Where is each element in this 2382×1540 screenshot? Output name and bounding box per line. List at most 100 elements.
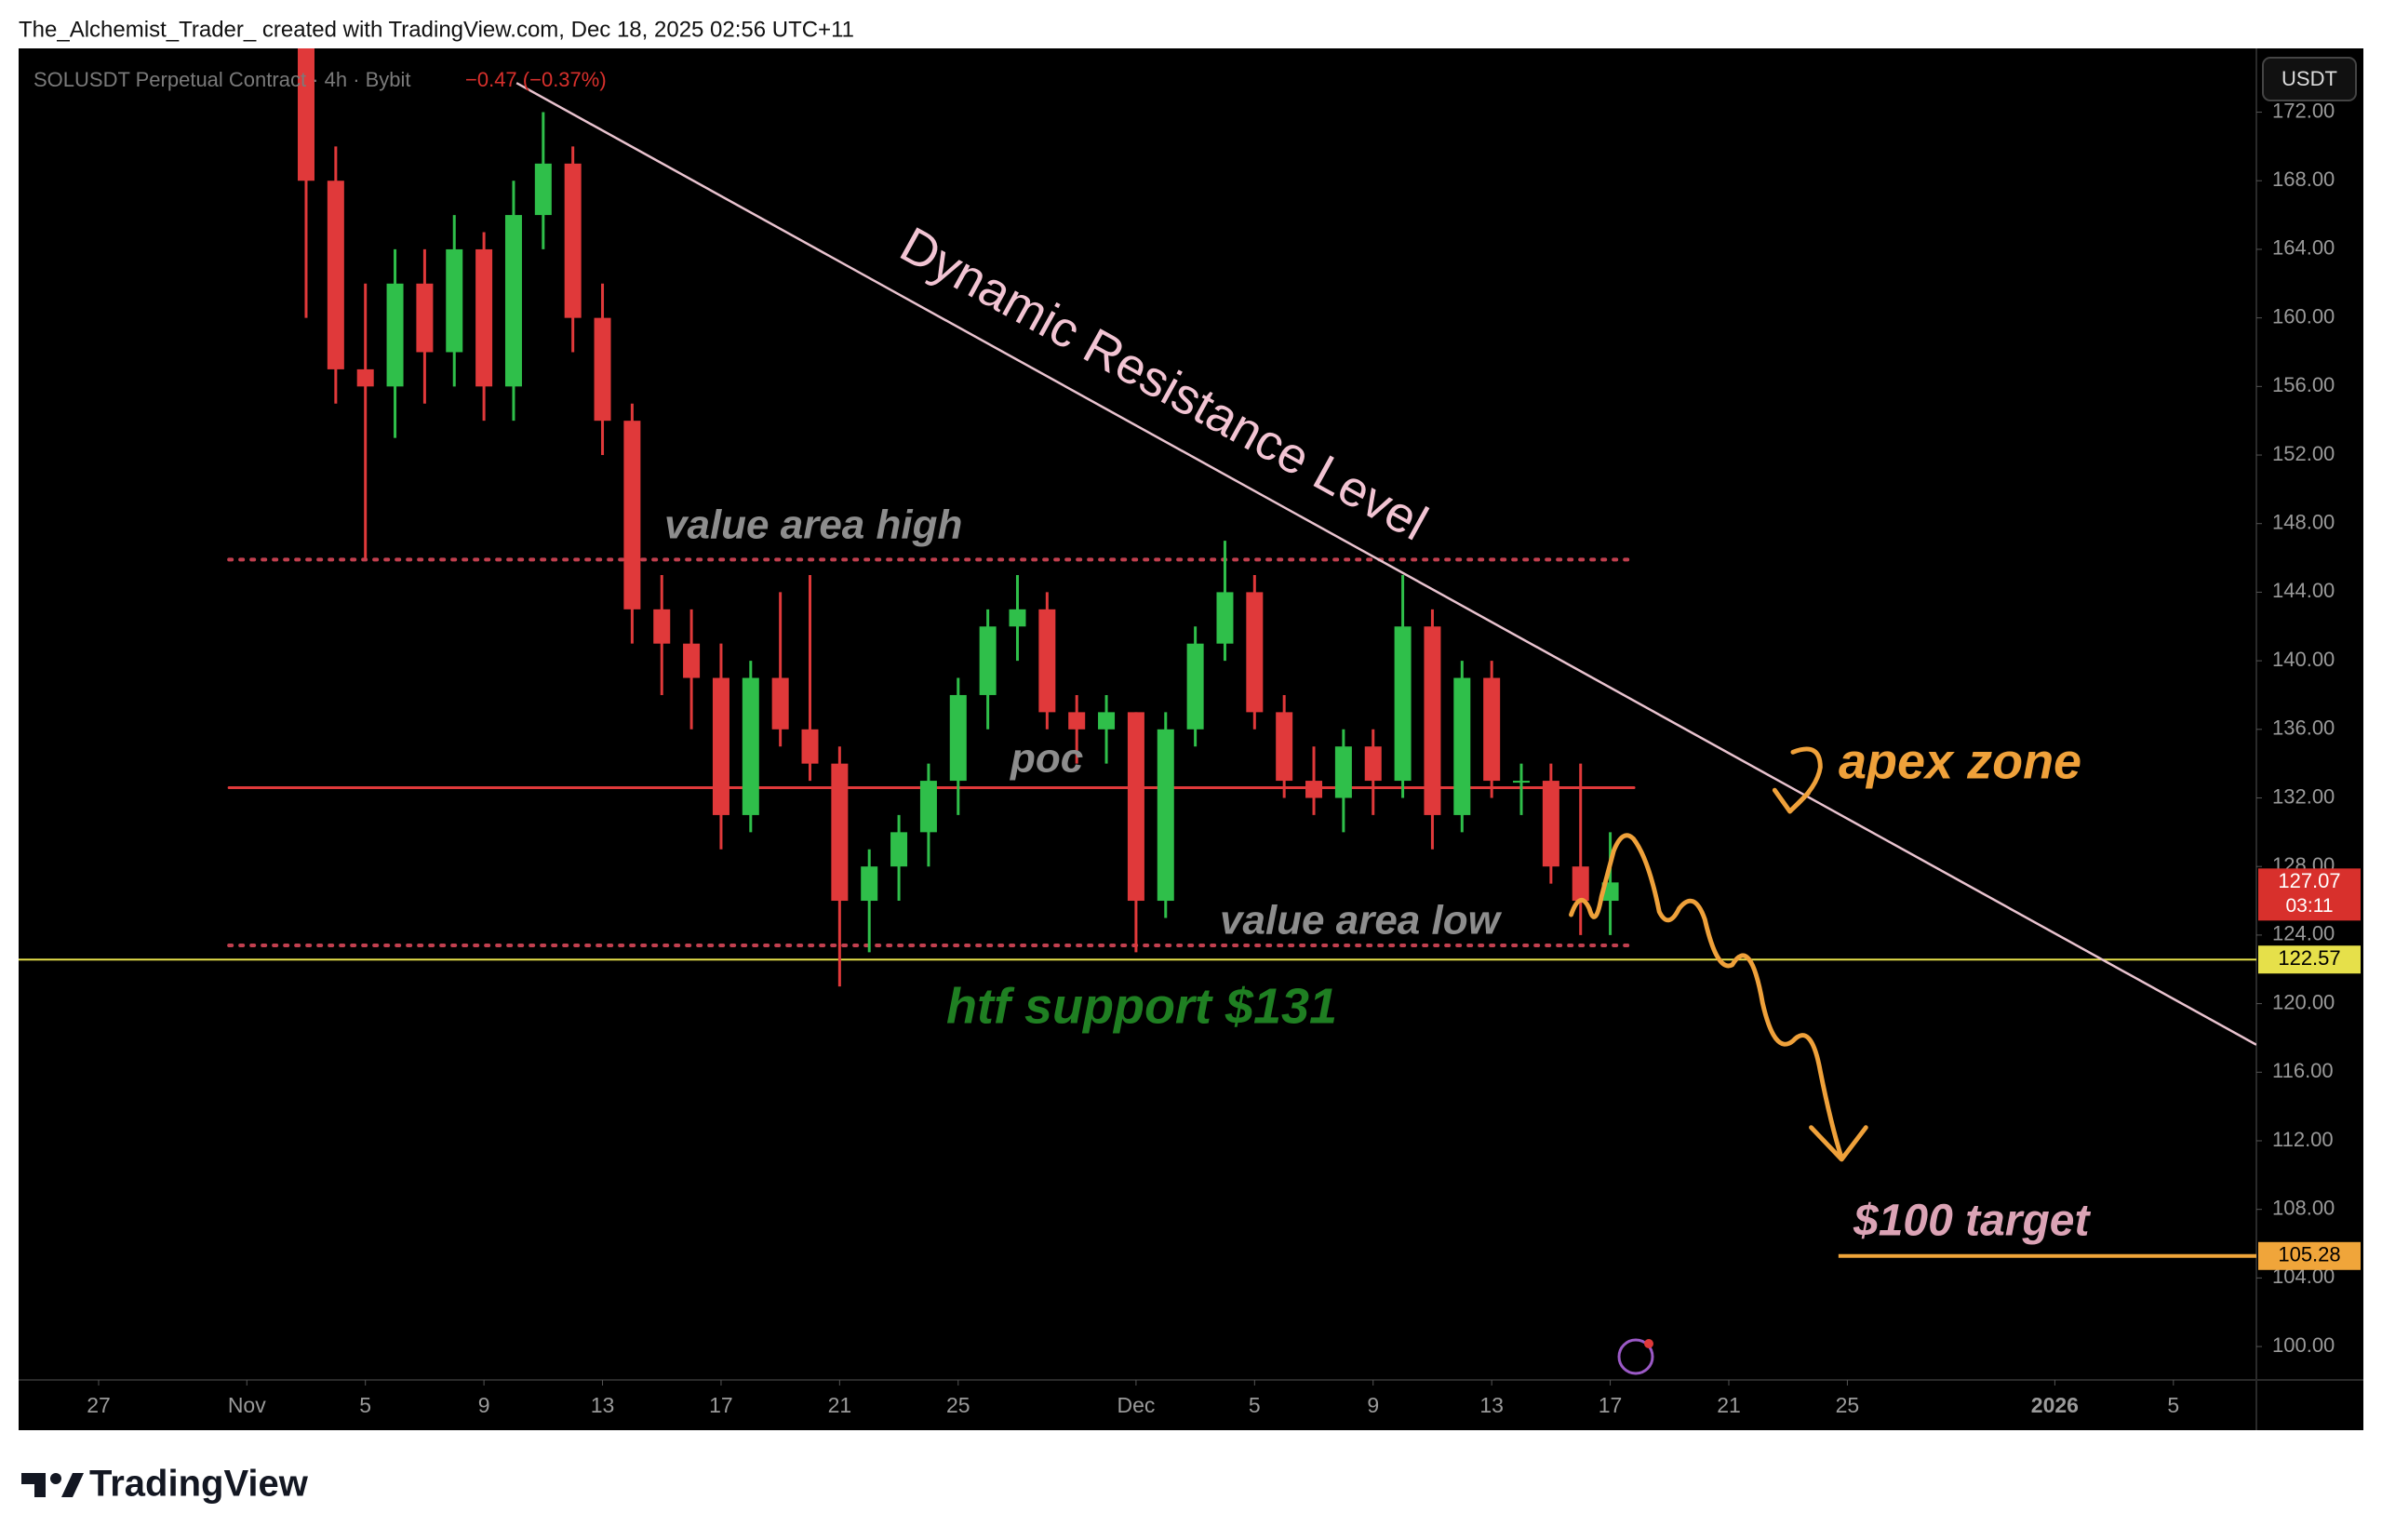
y-tick-label: 108.00	[2272, 1196, 2335, 1219]
x-tick-label: Nov	[228, 1393, 266, 1417]
candle-body	[416, 283, 434, 353]
candle-body	[831, 763, 849, 902]
y-tick-label: 100.00	[2272, 1333, 2335, 1357]
x-tick-label: 27	[87, 1393, 111, 1417]
x-tick-label: 13	[1479, 1393, 1504, 1417]
candle-body	[949, 694, 967, 782]
plot	[19, 48, 2256, 1258]
y-tick-label: 172.00	[2272, 99, 2335, 122]
y-tick-label: 132.00	[2272, 784, 2335, 808]
x-tick-label: Dec	[1117, 1393, 1155, 1417]
candle-body	[712, 677, 729, 815]
price-tag-label: 105.28	[2278, 1243, 2340, 1266]
candle-body	[1157, 729, 1174, 902]
candle-body	[386, 283, 404, 387]
candle-body	[504, 215, 522, 387]
candle-body	[1246, 592, 1264, 713]
candle-body	[1009, 609, 1026, 627]
y-tick-label: 136.00	[2272, 716, 2335, 740]
x-tick-label: 13	[591, 1393, 615, 1417]
candle-body	[801, 729, 819, 764]
y-tick-label: 156.00	[2272, 373, 2335, 396]
y-tick-label: 168.00	[2272, 167, 2335, 191]
x-tick-label: 5	[2167, 1393, 2179, 1417]
price-tag	[2258, 868, 2361, 921]
alert-icon[interactable]	[1617, 1338, 1654, 1375]
candle-body	[1038, 609, 1056, 713]
logo-mark	[61, 1473, 84, 1497]
logo-mark	[50, 1473, 61, 1484]
x-tick-label: 25	[1836, 1393, 1860, 1417]
candle-body	[327, 181, 344, 369]
candle-body	[1305, 781, 1323, 798]
candle-body	[446, 248, 463, 353]
y-tick-label: 164.00	[2272, 236, 2335, 260]
price-tag	[2258, 945, 2361, 974]
price-tag-label: 122.57	[2278, 946, 2340, 970]
x-tick-label: 17	[1599, 1393, 1623, 1417]
candle-body	[742, 677, 759, 815]
candle-body	[1334, 746, 1352, 798]
y-tick-label: 152.00	[2272, 442, 2335, 465]
symbol-title: SOLUSDT Perpetual Contract · 4h · Bybit	[33, 68, 411, 91]
candle-body	[623, 421, 641, 609]
candle-body	[1483, 677, 1501, 782]
candle-body	[890, 832, 908, 867]
candle-body	[771, 677, 789, 730]
x-tick-label: 5	[1249, 1393, 1261, 1417]
price-tag-label: 127.07	[2278, 869, 2340, 892]
x-tick-label: 5	[359, 1393, 371, 1417]
candle-body	[1216, 592, 1234, 644]
candle-body	[1068, 712, 1086, 730]
level-label: value area low	[1220, 898, 1503, 944]
apex-arrowhead	[1772, 787, 1811, 814]
candle-body	[919, 781, 937, 833]
y-tick-label: 112.00	[2272, 1128, 2334, 1151]
candle-body	[475, 248, 493, 387]
candle-body	[534, 163, 552, 216]
y-tick-label: 116.00	[2272, 1059, 2334, 1082]
candle-body	[1394, 626, 1412, 782]
level-label: value area high	[664, 502, 962, 548]
candle-body	[861, 866, 878, 902]
price-change: −0.47 (−0.37%)	[465, 68, 607, 91]
apex-annotation: apex zone	[1839, 733, 2081, 789]
x-tick-label: 9	[478, 1393, 490, 1417]
y-tick-label: 144.00	[2272, 579, 2335, 602]
price-tag-countdown: 03:11	[2286, 895, 2334, 917]
footer-brand: TradingView	[89, 1464, 309, 1505]
projection-arrow	[1569, 746, 1868, 1162]
x-tick-label: 2026	[2031, 1393, 2079, 1417]
candle-body	[1276, 712, 1293, 782]
candle-body	[594, 317, 611, 422]
currency-button[interactable]	[2262, 57, 2357, 101]
candle-body	[1542, 781, 1559, 867]
footer-logo: TradingView	[21, 1464, 309, 1505]
candle-body	[979, 626, 997, 695]
x-tick-label: 17	[709, 1393, 733, 1417]
price-tag	[2258, 1241, 2361, 1270]
candle-body	[1364, 746, 1382, 782]
support-annotation: htf support $131	[946, 978, 1337, 1034]
level-label: poc	[1010, 736, 1083, 782]
candle-body	[1127, 712, 1144, 902]
y-tick-label: 160.00	[2272, 304, 2335, 328]
candle-body	[683, 643, 701, 678]
y-tick-label: 148.00	[2272, 511, 2335, 534]
candle-body	[653, 609, 671, 644]
candle-body	[1572, 866, 1589, 902]
target-annotation: $100 target	[1853, 1197, 2091, 1246]
y-tick-label: 140.00	[2272, 648, 2335, 671]
x-tick-label: 21	[828, 1393, 852, 1417]
candle-body	[1424, 626, 1441, 815]
candle-body	[1513, 781, 1531, 783]
axes: 100.00104.00108.00112.00116.00120.00124.…	[87, 99, 2361, 1417]
y-tick-label: 124.00	[2272, 922, 2335, 945]
projection-arrowhead	[1809, 1125, 1868, 1162]
candle-body	[1186, 643, 1204, 730]
y-tick-label: 120.00	[2272, 990, 2335, 1013]
alert-dot	[1644, 1339, 1653, 1348]
candle-body	[564, 163, 582, 318]
